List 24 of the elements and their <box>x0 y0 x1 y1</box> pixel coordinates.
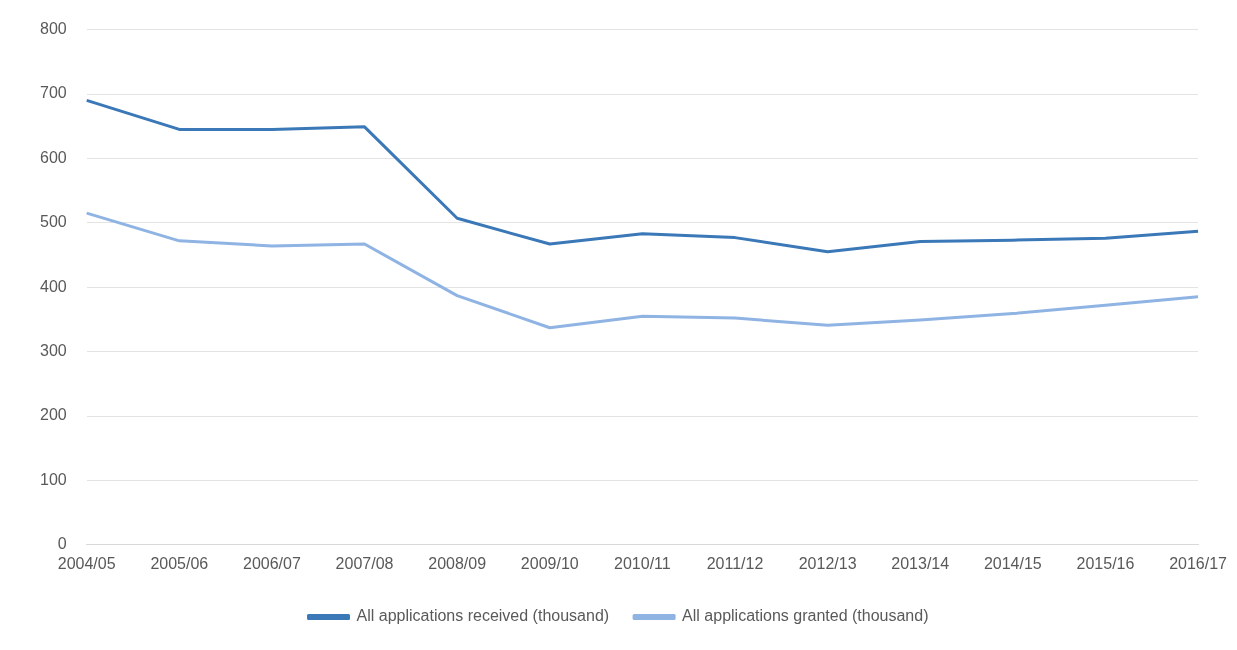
x-tick-label: 2004/05 <box>57 554 116 572</box>
y-tick-label: 0 <box>57 535 67 553</box>
x-tick-label: 2010/11 <box>614 554 671 572</box>
y-tick-label: 100 <box>39 470 67 488</box>
legend-label: All applications received (thousand) <box>356 607 610 625</box>
x-tick-label: 2007/08 <box>335 554 394 572</box>
y-tick-label: 300 <box>39 342 67 360</box>
legend-label: All applications granted (thousand) <box>682 607 929 625</box>
x-tick-label: 2005/06 <box>150 554 209 572</box>
y-tick-label: 200 <box>39 406 67 424</box>
y-tick-label: 700 <box>39 84 67 102</box>
x-tick-label: 2009/10 <box>520 554 579 572</box>
y-tick-label: 600 <box>39 148 67 166</box>
x-tick-label: 2011/12 <box>706 554 764 572</box>
y-tick-label: 500 <box>39 213 67 231</box>
x-tick-label: 2008/09 <box>428 554 487 572</box>
x-tick-label: 2014/15 <box>983 554 1042 572</box>
x-tick-label: 2012/13 <box>798 554 857 572</box>
x-tick-label: 2006/07 <box>243 554 301 572</box>
x-tick-label: 2016/17 <box>1169 554 1228 572</box>
x-tick-label: 2015/16 <box>1076 554 1135 572</box>
y-tick-label: 400 <box>39 277 67 295</box>
x-tick-label: 2013/14 <box>891 554 950 572</box>
y-tick-label: 800 <box>39 20 67 38</box>
